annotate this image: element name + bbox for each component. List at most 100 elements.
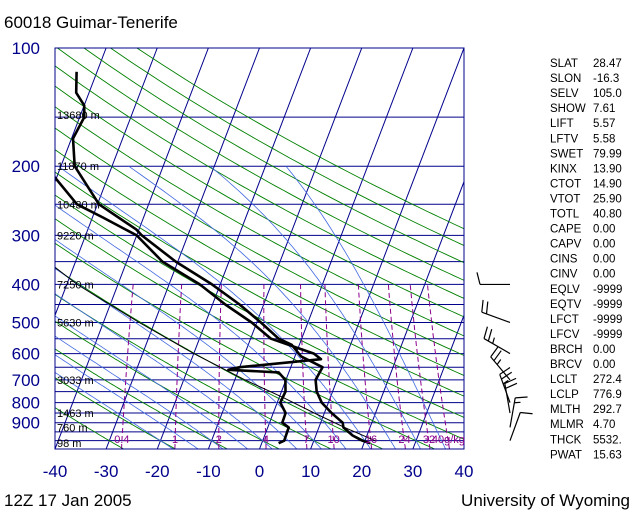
- barb-half-feather: [492, 337, 495, 344]
- index-value-swet: 79.99: [593, 148, 622, 160]
- mixing-ratio-line-0.4: [121, 284, 134, 449]
- index-name-mlmr: MLMR: [550, 419, 584, 431]
- wind-barb-700: [490, 346, 511, 381]
- mixing-ratio-label-7: 24: [398, 434, 410, 446]
- mixing-ratio-line-10: [324, 284, 335, 449]
- index-value-slon: -16.3: [593, 73, 619, 85]
- mixing-ratio-line-24: [387, 284, 406, 449]
- mixing-ratio-line-4: [263, 284, 267, 449]
- dry-adiabat-150: [136, 48, 464, 230]
- height-label-1: 11870 m: [57, 161, 99, 173]
- temp-tick--30: -30: [94, 462, 119, 481]
- index-name-lfcv: LFCV: [550, 329, 580, 341]
- pressure-tick-100: 100: [12, 39, 40, 58]
- parcel-path: [55, 266, 376, 442]
- index-name-mlth: MLTH: [550, 404, 580, 416]
- wind-barb-400: [476, 272, 510, 286]
- isotherm--40: [55, 48, 209, 449]
- mixing-ratio-label-3: 4: [263, 434, 269, 446]
- height-label-8: 760 m: [57, 422, 88, 434]
- barb-feather: [520, 411, 533, 415]
- index-value-eqlv: -9999: [593, 284, 622, 296]
- barb-feather: [476, 272, 481, 285]
- mixing-ratio-label-9: 40g/kg: [432, 434, 465, 446]
- index-value-totl: 40.80: [593, 209, 622, 221]
- mixing-ratio-label-8: 32: [423, 434, 435, 446]
- dry-adiabat-80: [55, 127, 464, 356]
- height-label-3: 9220 m: [57, 230, 94, 242]
- footer-time: 12Z 17 Jan 2005: [4, 491, 132, 510]
- index-name-brch: BRCH: [550, 344, 583, 356]
- wind-barb-600: [483, 326, 511, 355]
- index-value-capv: 0.00: [593, 239, 615, 251]
- pressure-tick-500: 500: [12, 313, 40, 332]
- footer-source: University of Wyoming: [461, 491, 630, 510]
- index-value-pwat: 15.63: [593, 449, 622, 461]
- grid-layer: [0, 48, 464, 449]
- index-value-vtot: 25.90: [593, 193, 622, 205]
- height-label-9: 98 m: [57, 438, 81, 450]
- temp-tick--20: -20: [145, 462, 170, 481]
- isotherm--80: [0, 48, 4, 449]
- dry-adiabat-10: [55, 293, 332, 449]
- isotherm--50: [55, 48, 158, 317]
- mixing-ratio-line-16: [357, 284, 373, 449]
- dry-adiabat-30: [55, 242, 435, 449]
- temp-tick-30: 30: [403, 462, 422, 481]
- index-value-thck: 5532.: [593, 434, 622, 446]
- index-name-eqlv: EQLV: [550, 284, 580, 296]
- profile-layer: [55, 71, 376, 445]
- barb-staff: [509, 412, 521, 441]
- pressure-tick-200: 200: [12, 157, 40, 176]
- temp-tick-40: 40: [455, 462, 474, 481]
- index-value-lftv: 5.58: [593, 133, 615, 145]
- index-value-ctot: 14.90: [593, 178, 622, 190]
- pressure-tick-800: 800: [12, 394, 40, 413]
- index-name-lfct: LFCT: [550, 314, 579, 326]
- index-value-cape: 0.00: [593, 224, 615, 236]
- dry-adiabat-100: [55, 85, 464, 318]
- wind-barb-800: [499, 367, 513, 403]
- dry-adiabat-140: [110, 48, 464, 247]
- dry-adiabat-110: [55, 65, 464, 299]
- temp-tick-10: 10: [301, 462, 320, 481]
- index-value-lift: 5.57: [593, 118, 615, 130]
- index-value-lclp: 776.9: [593, 389, 622, 401]
- index-name-lift: LIFT: [550, 118, 574, 130]
- index-value-mlth: 292.7: [593, 404, 622, 416]
- temp-tick-20: 20: [352, 462, 371, 481]
- mixing-ratio-label-0: 0.4: [114, 434, 129, 446]
- index-value-brcv: 0.00: [593, 359, 615, 371]
- height-label-0: 13680 m: [57, 110, 100, 122]
- index-name-ctot: CTOT: [550, 178, 581, 190]
- dry-adiabat-120: [57, 48, 464, 281]
- index-value-cinv: 0.00: [593, 269, 615, 281]
- dry-adiabat-60: [55, 171, 464, 397]
- moist-adiabat--15: [55, 354, 199, 449]
- mixing-ratio-line-32: [409, 284, 431, 449]
- moist-adiabat-15: [55, 204, 347, 449]
- height-labels: 13680 m 11870 m 10430 m 9220 m 7250 m 5630 m 3…: [57, 110, 100, 450]
- temp-tick--10: -10: [196, 462, 221, 481]
- index-value-mlmr: 4.70: [593, 419, 615, 431]
- pressure-tick-900: 900: [12, 414, 40, 433]
- wind-barb-1000: [509, 411, 533, 441]
- index-name-kinx: KINX: [550, 163, 577, 175]
- isotherm--30: [105, 48, 260, 449]
- index-value-selv: 105.0: [593, 88, 622, 100]
- pressure-tick-400: 400: [12, 275, 40, 294]
- wind-barb-500: [481, 299, 511, 324]
- index-value-brch: 0.00: [593, 344, 615, 356]
- index-name-cins: CINS: [550, 254, 578, 266]
- dewpoint-profile: [55, 175, 323, 445]
- moist-adiabat--5: [55, 315, 248, 449]
- pressure-tick-600: 600: [12, 345, 40, 364]
- height-label-5: 5630 m: [57, 317, 94, 329]
- isotherm-0: [259, 48, 414, 449]
- index-name-vtot: VTOT: [550, 193, 580, 205]
- index-name-slon: SLON: [550, 73, 581, 85]
- dry-adiabat-70: [55, 149, 464, 376]
- index-name-show: SHOW: [550, 103, 586, 115]
